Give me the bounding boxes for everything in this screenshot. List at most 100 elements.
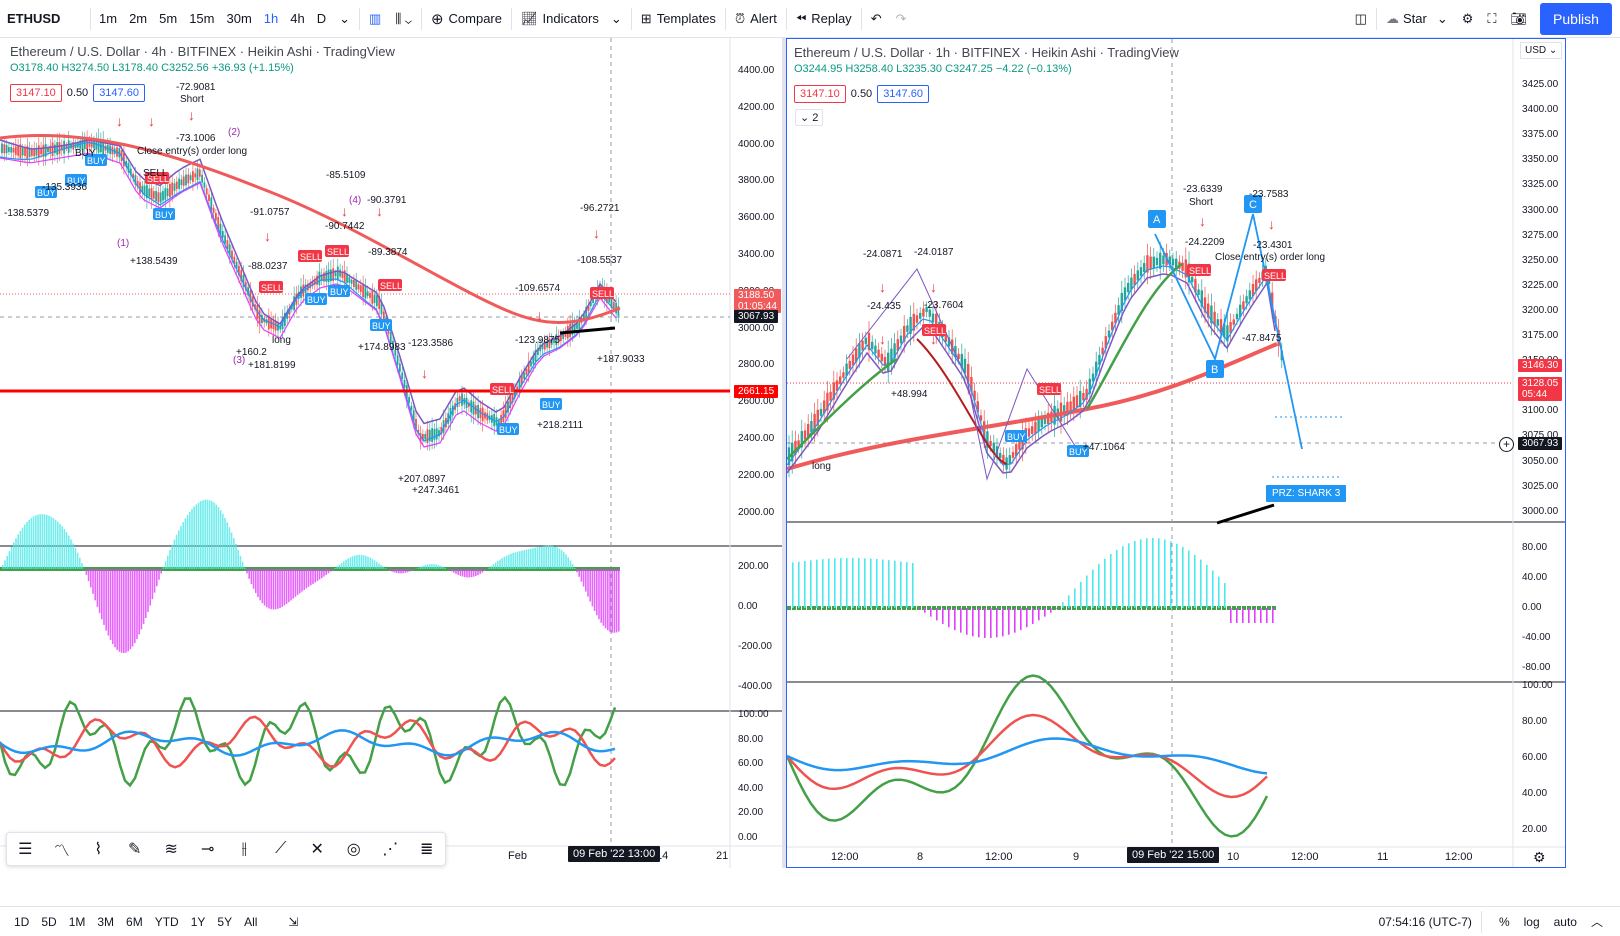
- buy-price-button[interactable]: 3147.60: [877, 85, 929, 103]
- osc-bar: [340, 562, 343, 569]
- price-label: 2600.00: [738, 396, 775, 408]
- range-6m[interactable]: 6M: [126, 914, 143, 929]
- auto-toggle[interactable]: auto: [1553, 914, 1577, 929]
- candle-body: [318, 271, 321, 286]
- osc-bar: [585, 569, 587, 592]
- range-1d[interactable]: 1D: [14, 914, 30, 929]
- osc-bar: [481, 569, 484, 573]
- interval-D[interactable]: D: [316, 11, 327, 26]
- undo-icon[interactable]: ↶: [870, 10, 882, 26]
- osc-bar: [259, 569, 261, 601]
- parallel-channel-icon[interactable]: ⋰: [382, 841, 399, 858]
- interval-15m[interactable]: 15m: [189, 11, 215, 26]
- candle-body: [578, 317, 581, 330]
- alarm-clock-icon: ⏰︎: [734, 10, 746, 26]
- chevron-up-icon[interactable]: ︿: [1590, 915, 1603, 929]
- osc-bar: [136, 569, 138, 640]
- candle-body: [562, 332, 565, 340]
- symbol-search[interactable]: ETHUSD: [7, 11, 61, 26]
- clock-timezone[interactable]: 07:54:16 (UTC-7): [1378, 914, 1472, 929]
- candle-body: [925, 306, 928, 312]
- currency-selector[interactable]: USD ⌄: [1520, 42, 1563, 59]
- candle-body: [100, 141, 102, 153]
- interval-5m[interactable]: 5m: [159, 11, 178, 26]
- osc-bar: [1140, 539, 1142, 608]
- osc-bar: [613, 569, 616, 633]
- fib-channel-icon[interactable]: ≋: [164, 841, 178, 858]
- candle-body: [861, 340, 864, 351]
- templates-button[interactable]: ⊞ Templates: [634, 0, 723, 38]
- replay-button[interactable]: ⏪︎ Replay: [789, 0, 859, 38]
- interval-dropdown-icon[interactable]: ⌄: [339, 10, 351, 26]
- interval-4h[interactable]: 4h: [290, 11, 305, 26]
- redo-icon[interactable]: ↷: [895, 10, 907, 26]
- interval-30m[interactable]: 30m: [226, 11, 252, 26]
- compare-button[interactable]: ⊕ Compare: [424, 0, 509, 38]
- candle-body: [1043, 417, 1047, 424]
- interval-1m[interactable]: 1m: [99, 11, 118, 26]
- elliott-wave-icon[interactable]: ⌇: [94, 841, 103, 858]
- signal-buy-label: BUY: [330, 287, 349, 297]
- fib-spiral-icon[interactable]: ◎: [346, 841, 361, 858]
- percent-toggle[interactable]: %: [1498, 914, 1510, 929]
- candle-body: [235, 261, 238, 269]
- osc-bar: [828, 558, 830, 608]
- go-to-date-icon[interactable]: ⇲: [288, 914, 299, 929]
- buy-price-button[interactable]: 3147.60: [93, 84, 145, 102]
- range-1y[interactable]: 1Y: [190, 914, 206, 929]
- candle-body: [928, 309, 931, 317]
- chevron-down-icon: ⌄: [800, 112, 813, 124]
- horizontal-ray-icon[interactable]: ⊸: [201, 841, 215, 858]
- regression-trend-icon[interactable]: ≣: [420, 841, 434, 858]
- osc-bar: [437, 565, 440, 569]
- star-button[interactable]: ☁︎ Star ⌄: [1379, 0, 1455, 38]
- camera-icon[interactable]: 📷︎: [1510, 10, 1527, 26]
- add-alert-plus-icon[interactable]: +: [1499, 437, 1514, 452]
- candle-style-icon[interactable]: ⫼ ⌄: [395, 10, 412, 26]
- log-toggle[interactable]: log: [1523, 914, 1540, 929]
- candle-body: [465, 397, 468, 408]
- range-ytd[interactable]: YTD: [154, 914, 179, 929]
- candle-body: [912, 313, 915, 331]
- sell-price-button[interactable]: 3147.10: [794, 85, 846, 103]
- layout-icon[interactable]: ◫: [1354, 10, 1367, 26]
- sell-price-button[interactable]: 3147.10: [10, 84, 62, 102]
- gear-icon[interactable]: ⚙︎: [1461, 10, 1474, 26]
- osc-bar: [552, 545, 554, 569]
- range-5d[interactable]: 5D: [41, 914, 57, 929]
- xabcd-pattern-icon[interactable]: ✕: [310, 841, 324, 858]
- chart-settings-gear-icon[interactable]: ⚙︎: [1533, 849, 1546, 865]
- osc-bar: [318, 569, 321, 580]
- interval-1h[interactable]: 1h: [263, 11, 279, 26]
- left-chart-pane[interactable]: ↓ ↓ ↓ ↓ ↓ ↓ ↓ ↓ ↓ BUY BUY BUY BUY SELL SELL SELL BUY BUY S…: [0, 38, 782, 868]
- fullscreen-icon[interactable]: ⛶: [1487, 10, 1497, 26]
- abcd-pattern-icon[interactable]: 〽︎: [53, 843, 70, 860]
- range-3m[interactable]: 3M: [97, 914, 115, 929]
- signal-sell-box: [259, 281, 283, 293]
- trend-line-icon[interactable]: ⟋: [275, 840, 287, 857]
- signal-sell-box: [298, 250, 322, 262]
- measure-icon[interactable]: ⫲: [241, 840, 247, 857]
- interval-2m[interactable]: 2m: [129, 11, 148, 26]
- collapse-indicators-button[interactable]: ⌄ 2: [795, 109, 824, 126]
- osc-bar: [1272, 608, 1274, 623]
- candle-body: [511, 392, 514, 403]
- candle-body: [369, 292, 371, 299]
- alert-button[interactable]: ⏰︎ Alert: [728, 0, 784, 38]
- range-5y[interactable]: 5Y: [217, 914, 233, 929]
- indicators-button[interactable]: 📈︎ Indicators ⌄: [514, 0, 629, 38]
- star-label: Star: [1402, 11, 1427, 26]
- candle-body: [571, 322, 574, 335]
- candle-body: [1101, 347, 1104, 355]
- osc-bar: [351, 556, 354, 569]
- publish-button[interactable]: Publish: [1540, 3, 1612, 35]
- right-chart-pane[interactable]: A B C SELL BUY BUY SELL SELL SELL ↓ ↓ ↓ ↓ ↓ ↓ -23.6339 S…: [786, 38, 1566, 868]
- pane-splitter[interactable]: [782, 38, 786, 868]
- bar-style-icon[interactable]: ▥: [369, 10, 382, 26]
- range-1m[interactable]: 1M: [68, 914, 86, 929]
- brush-icon[interactable]: ✎: [128, 841, 142, 858]
- lines-menu-icon[interactable]: ☰: [18, 841, 33, 858]
- range-all[interactable]: All: [244, 914, 258, 929]
